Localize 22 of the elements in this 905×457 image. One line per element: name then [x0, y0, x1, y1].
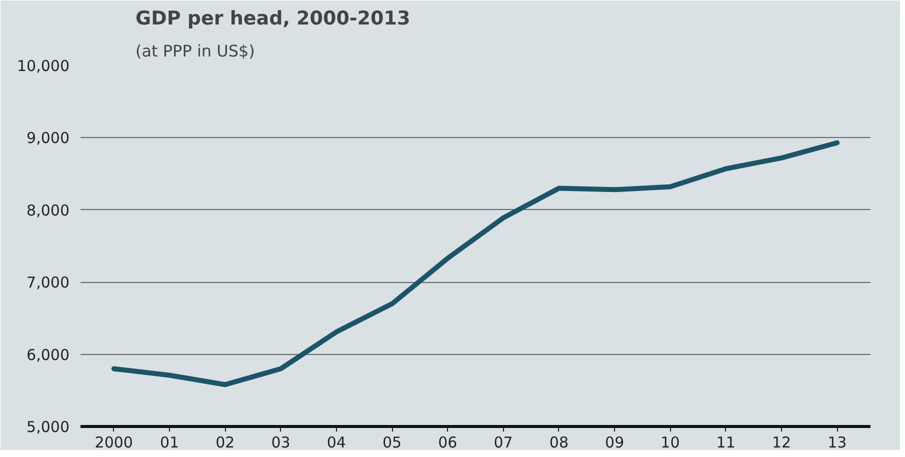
x-tick-label: 10: [660, 434, 680, 452]
x-tick-label: 08: [549, 434, 568, 452]
chart-subtitle: (at PPP in US$): [136, 42, 255, 60]
x-tick-label: 11: [716, 434, 736, 452]
x-tick-label: 04: [326, 434, 346, 452]
x-tick-label: 07: [494, 434, 513, 452]
x-tick-label: 12: [772, 434, 792, 452]
x-tick-label: 13: [828, 434, 847, 452]
y-tick-label: 10,000: [17, 57, 70, 75]
x-tick-label: 03: [271, 434, 290, 452]
y-tick-label: 6,000: [26, 346, 70, 364]
x-tick-label: 01: [160, 434, 180, 452]
x-tick-label: 2000: [94, 434, 133, 452]
x-tick-label: 09: [605, 434, 624, 452]
chart-title: GDP per head, 2000-2013: [136, 8, 410, 30]
y-tick-label: 8,000: [26, 201, 70, 220]
x-tick-label: 02: [216, 434, 235, 452]
y-tick-label: 9,000: [26, 129, 70, 148]
x-tick-label: 06: [438, 434, 458, 452]
y-tick-label: 7,000: [26, 274, 70, 292]
x-tick-label: 05: [382, 434, 402, 452]
y-tick-label: 5,000: [26, 418, 70, 436]
